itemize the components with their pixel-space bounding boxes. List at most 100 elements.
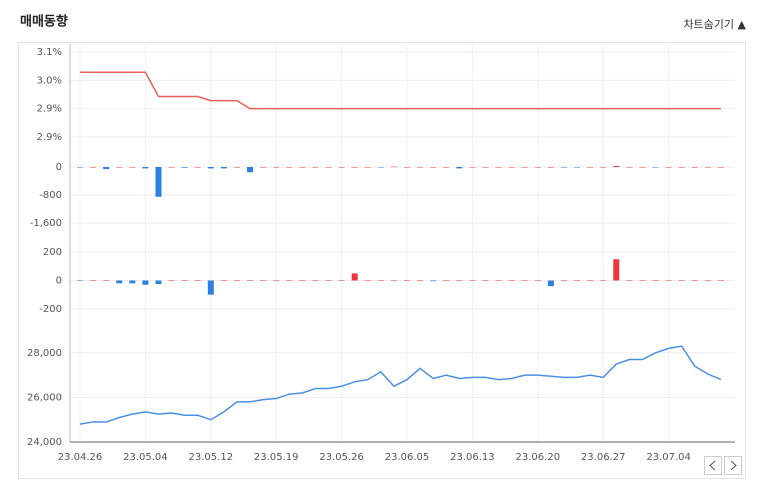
bar [155, 167, 162, 197]
y-tick-label: 2.9% [37, 104, 62, 115]
bar [521, 280, 528, 281]
bar [338, 167, 345, 168]
bar [207, 280, 214, 295]
bar [312, 167, 319, 168]
bar [207, 167, 214, 169]
bar [626, 167, 633, 168]
y-tick-label: 0 [56, 276, 62, 287]
bar [587, 167, 594, 168]
bar [325, 280, 332, 281]
bar [456, 280, 463, 281]
bar [404, 280, 410, 281]
bar [129, 167, 136, 168]
bar [508, 167, 515, 168]
bar [574, 167, 581, 168]
bar [652, 167, 659, 168]
bar [547, 280, 554, 287]
bar [220, 167, 227, 169]
bar [260, 167, 267, 168]
bar [495, 280, 502, 281]
prev-button[interactable] [704, 456, 722, 475]
bar [469, 167, 476, 168]
bar [717, 167, 724, 168]
bar [482, 167, 489, 168]
y-tick-label: 200 [43, 247, 62, 258]
data-line [80, 71, 721, 110]
section-title: 매매동향 [20, 14, 68, 30]
bar [181, 167, 188, 168]
bar [194, 167, 201, 168]
y-tick-label: 3.0% [37, 75, 62, 86]
bar [417, 167, 424, 168]
bar [390, 280, 397, 281]
toggle-chart[interactable]: 차트숨기기 ▲ [683, 18, 746, 31]
bar [678, 167, 685, 168]
bar [691, 280, 698, 281]
x-tick-label: 23.05.12 [189, 452, 234, 463]
bar [469, 280, 476, 281]
bar [443, 280, 450, 281]
bar [325, 167, 332, 168]
bar [495, 167, 502, 168]
y-tick-label: 28,000 [27, 348, 62, 359]
data-line [79, 345, 722, 425]
bar [77, 280, 83, 281]
bar [691, 167, 698, 168]
y-tick-label: 2.9% [37, 132, 62, 143]
bar [90, 280, 97, 281]
bar [430, 167, 437, 168]
bar [508, 280, 515, 281]
bar [299, 280, 306, 281]
bar [377, 167, 384, 168]
bar [247, 167, 254, 173]
x-tick-label: 23.07.04 [646, 452, 691, 463]
y-tick-label: -200 [39, 304, 62, 315]
bar [547, 167, 554, 168]
bar [560, 167, 567, 168]
bar [129, 280, 136, 284]
x-tick-label: 23.06.27 [581, 452, 626, 463]
y-tick-label: -800 [39, 190, 62, 201]
bar [233, 280, 240, 281]
bar [273, 167, 280, 168]
chart-frame [18, 42, 746, 479]
bar [560, 280, 567, 281]
bar [260, 280, 267, 281]
x-tick-label: 23.04.26 [58, 452, 103, 463]
bar [587, 280, 594, 281]
x-tick-label: 23.06.05 [385, 452, 430, 463]
bar [220, 280, 227, 281]
bar [364, 167, 371, 168]
bar [534, 280, 541, 281]
bar [521, 167, 528, 168]
bar [338, 280, 345, 281]
x-tick-label: 23.05.26 [319, 452, 364, 463]
y-tick-label: 24,000 [27, 437, 62, 448]
x-tick-label: 23.05.19 [254, 452, 299, 463]
bar [168, 167, 175, 168]
bar [286, 167, 293, 168]
bar [194, 280, 201, 281]
x-tick-label: 23.06.13 [450, 452, 495, 463]
bar [704, 167, 711, 168]
bar [600, 280, 607, 281]
bar [90, 167, 97, 168]
next-button[interactable] [724, 456, 742, 475]
bar [443, 167, 450, 168]
bar [717, 280, 724, 281]
bar [116, 167, 123, 168]
bar [364, 280, 371, 281]
bar [600, 167, 607, 168]
bar [273, 280, 280, 281]
bar [534, 167, 541, 168]
bar [652, 280, 659, 281]
bar [247, 280, 254, 281]
bar [704, 280, 711, 281]
bar [430, 280, 437, 282]
bar [181, 280, 188, 281]
bar [390, 166, 397, 168]
bar [482, 280, 489, 281]
bar [116, 280, 123, 284]
bar [103, 167, 110, 170]
